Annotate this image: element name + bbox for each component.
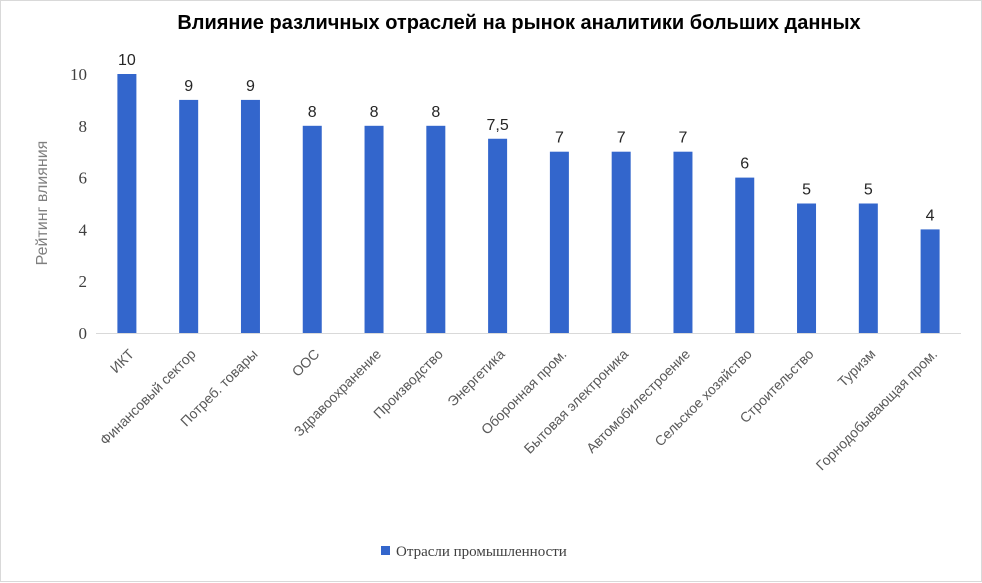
legend-label: Отрасли промышленности: [396, 544, 567, 560]
data-label: 8: [431, 104, 440, 121]
data-label: 9: [184, 78, 193, 95]
data-label: 7: [555, 130, 564, 147]
legend-swatch: [381, 546, 390, 555]
data-label: 7: [617, 130, 626, 147]
x-tick-label: ИКТ: [107, 345, 138, 376]
data-label: 7,5: [486, 117, 508, 134]
x-tick-label: ООС: [289, 346, 323, 380]
bar: [673, 151, 693, 333]
legend: Отрасли промышленности: [381, 544, 567, 560]
bar: [117, 74, 137, 333]
bar: [549, 151, 569, 333]
data-label: 7: [679, 130, 688, 147]
y-tick-label: 10: [70, 65, 87, 84]
y-axis-label: Рейтинг влияния: [34, 141, 51, 266]
y-tick-label: 2: [79, 272, 88, 291]
bar: [240, 99, 260, 334]
x-tick-label: Туризм: [834, 346, 878, 390]
y-tick-label: 0: [79, 324, 88, 343]
data-label: 8: [308, 104, 317, 121]
x-tick-label: Энергетика: [444, 346, 508, 410]
y-axis: 0 2 4 6 8 10: [70, 65, 88, 343]
data-label: 6: [740, 156, 749, 173]
bar: [488, 138, 508, 333]
bar: [364, 125, 384, 333]
data-label: 9: [246, 78, 255, 95]
bar-series: [117, 74, 940, 334]
y-tick-label: 6: [79, 169, 88, 188]
data-label: 5: [864, 182, 873, 199]
bar: [797, 203, 817, 333]
bar: [858, 203, 878, 333]
data-label: 4: [926, 207, 935, 224]
data-label: 8: [370, 104, 379, 121]
bar: [426, 125, 446, 333]
y-tick-label: 8: [79, 117, 88, 136]
data-label: 5: [802, 182, 811, 199]
y-tick-label: 4: [79, 220, 88, 239]
bar: [920, 229, 940, 333]
x-tick-label: Бытовая электроника: [521, 346, 632, 457]
data-label: 10: [118, 52, 136, 69]
bar: [735, 177, 755, 333]
x-tick-label: Автомобилестроение: [583, 346, 693, 456]
chart-title: Влияние различных отраслей на рынок анал…: [177, 12, 860, 34]
bar: [179, 99, 199, 334]
bar: [302, 125, 322, 333]
x-tick-label: Горнодобывающая пром.: [813, 346, 941, 474]
data-labels: 10 9 9 8 8 8 7,5 7 7 7 6 5 5 4: [118, 52, 935, 224]
bar: [611, 151, 631, 333]
